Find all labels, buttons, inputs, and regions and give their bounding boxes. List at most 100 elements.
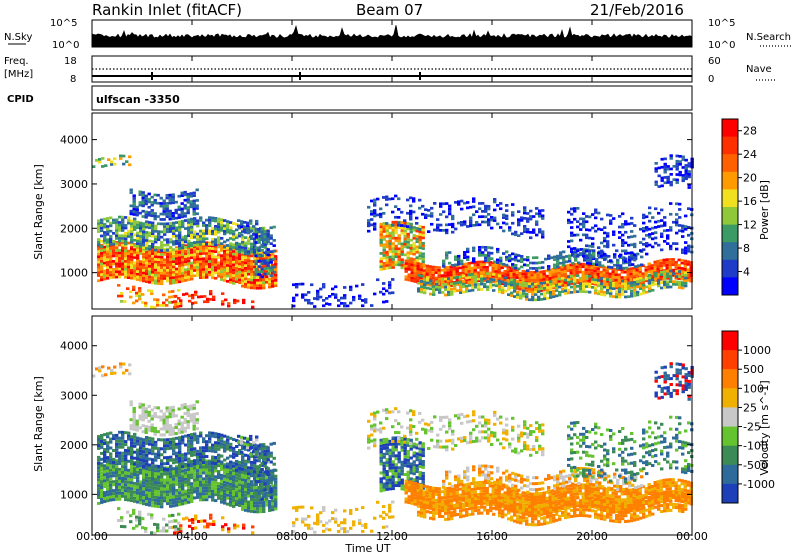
power-cell [190, 264, 194, 268]
power-cell [226, 269, 230, 273]
velocity-cell [130, 456, 134, 459]
power-cell [403, 221, 407, 225]
velocity-cell [220, 442, 224, 446]
velocity-cell [127, 468, 131, 472]
power-cell [573, 279, 577, 283]
power-cell [174, 200, 178, 204]
velocity-cell [184, 468, 188, 472]
freq-tick-18: 18 [64, 56, 77, 67]
power-cell [92, 165, 96, 168]
power-cell [177, 297, 181, 300]
power-cell [183, 204, 187, 207]
power-cell [100, 218, 104, 222]
beam-title: Beam 07 [356, 1, 423, 19]
velocity-cell [160, 481, 164, 485]
velocity-cell [130, 466, 134, 470]
power-cell [498, 287, 502, 291]
power-cell [154, 240, 158, 244]
power-cell [154, 227, 158, 231]
velocity-cell [211, 461, 215, 465]
power-cell [163, 261, 167, 264]
velocity-cell [178, 442, 182, 446]
velocity-cell [172, 452, 176, 456]
power-cell [193, 255, 197, 259]
power-cell [582, 212, 586, 215]
power-cell [567, 278, 571, 281]
velocity-cell [175, 494, 179, 498]
velocity-cell [124, 443, 128, 447]
power-cell [592, 252, 596, 255]
velocity-cell [103, 439, 107, 442]
power-cell [187, 245, 191, 248]
power-cell [441, 285, 445, 289]
power-cell [684, 251, 688, 255]
power-cell [106, 266, 110, 269]
power-cell [163, 225, 167, 228]
power-cell [549, 288, 553, 291]
power-cell [612, 217, 616, 220]
power-cell [630, 243, 634, 247]
power-cell [498, 285, 502, 288]
power-cell [132, 202, 136, 206]
velocity-cell [205, 495, 209, 499]
power-cell [257, 273, 261, 276]
power-cell [669, 228, 673, 232]
power-cell [451, 225, 455, 229]
velocity-cell [247, 491, 251, 495]
velocity-cell [136, 442, 140, 446]
power-cell [441, 280, 445, 284]
power-cell [118, 272, 122, 276]
power-cell [136, 251, 140, 255]
power-cell [385, 195, 389, 199]
power-cell [499, 259, 503, 262]
power-cell [100, 234, 104, 238]
velocity-cell [169, 478, 173, 481]
power-cell [499, 226, 503, 229]
power-cell [624, 222, 628, 226]
power-cell [660, 224, 664, 228]
power-cell [202, 224, 206, 227]
velocity-cell [235, 482, 239, 486]
power-cell [115, 257, 119, 260]
velocity-cell [199, 492, 203, 496]
power-cell [257, 249, 261, 252]
power-cell [481, 220, 485, 224]
velocity-cell [109, 498, 113, 502]
velocity-cell [217, 438, 221, 442]
date-title: 21/Feb/2016 [590, 1, 684, 19]
power-cell [262, 283, 266, 287]
power-cell [593, 269, 597, 273]
power-cell [584, 270, 588, 274]
velocity-cell [139, 458, 143, 462]
power-cell [524, 278, 528, 282]
power-cell [424, 216, 428, 219]
power-cell [663, 286, 667, 289]
power-cell [397, 226, 401, 229]
power-cell [147, 213, 151, 217]
power-cell [684, 225, 688, 228]
power-cell [490, 218, 494, 222]
velocity-cell [178, 439, 182, 443]
power-cell [235, 228, 239, 232]
power-cell [442, 259, 446, 263]
velocity-cell [151, 489, 155, 493]
power-cell [139, 221, 143, 225]
power-cell [678, 229, 682, 233]
power-cell [413, 277, 417, 281]
power-cell [247, 267, 251, 271]
power-cell [253, 257, 257, 261]
power-cell [157, 258, 161, 261]
power-cell [647, 270, 651, 274]
power-cell [373, 227, 377, 231]
power-cell [106, 258, 110, 261]
power-cell [585, 282, 589, 286]
power-cell [217, 274, 221, 278]
range-tick-label: 1000 [60, 267, 88, 280]
power-cell [520, 255, 524, 258]
velocity-cell [127, 431, 131, 435]
power-cell [181, 250, 185, 254]
power-cell [516, 290, 520, 294]
power-cell [400, 250, 404, 254]
power-cell [117, 284, 121, 287]
power-cell [118, 223, 122, 227]
